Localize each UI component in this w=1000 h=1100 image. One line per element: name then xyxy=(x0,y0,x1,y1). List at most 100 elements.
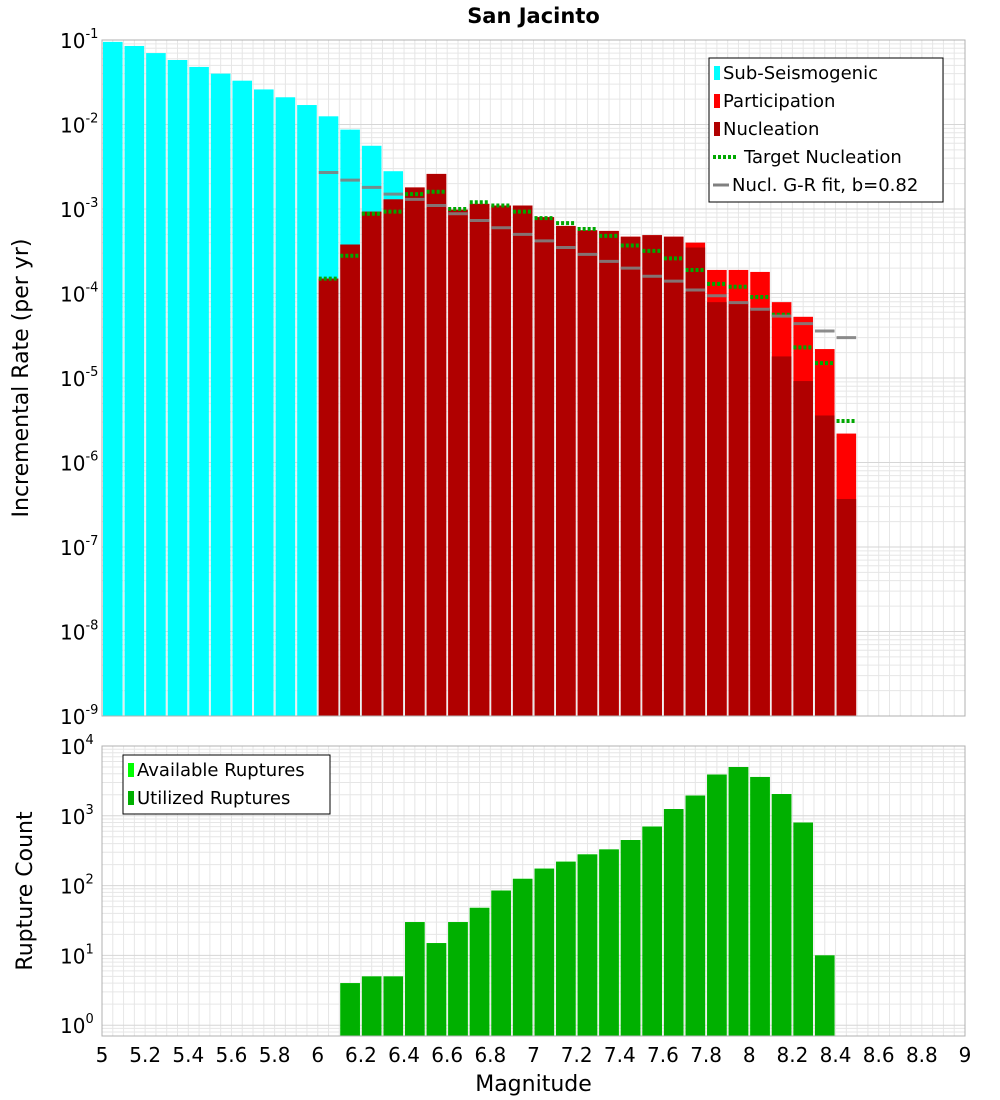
bar xyxy=(189,66,209,716)
bar xyxy=(620,236,641,716)
plot-frame-0 xyxy=(101,39,966,717)
bar xyxy=(642,235,662,716)
bar xyxy=(771,794,792,1036)
y-axis-title: Incremental Rate (per yr) xyxy=(9,239,34,518)
series-target-nucleation xyxy=(318,189,857,423)
bar xyxy=(405,187,425,717)
legend-box xyxy=(708,57,944,203)
bar xyxy=(383,976,404,1036)
bar xyxy=(232,80,253,717)
bar xyxy=(620,840,641,1036)
y-tick-label: 101 xyxy=(60,942,94,968)
bar xyxy=(254,89,274,716)
bar xyxy=(685,247,706,716)
series-nucl-g-r-fit-b-0-82 xyxy=(318,171,857,340)
bar xyxy=(426,943,447,1036)
y-tick-label: 10-7 xyxy=(60,534,98,560)
bar xyxy=(577,230,598,716)
bar xyxy=(383,199,404,717)
bar xyxy=(771,356,792,716)
bar xyxy=(512,878,533,1036)
legend-label: Nucl. G-R fit, b=0.82 xyxy=(732,175,918,196)
bar xyxy=(361,976,382,1036)
bar xyxy=(124,45,145,716)
bar xyxy=(814,955,835,1036)
legend-0 xyxy=(708,57,944,203)
legend-box xyxy=(122,754,331,815)
x-tick-label: 8.8 xyxy=(906,1043,938,1067)
x-tick-label: 7.6 xyxy=(647,1043,679,1067)
bar xyxy=(512,205,533,716)
series-nucleation xyxy=(318,173,857,717)
x-tick-label: 9 xyxy=(959,1043,972,1067)
bar xyxy=(167,59,188,716)
x-tick-label: 5.2 xyxy=(129,1043,161,1067)
bar xyxy=(577,854,598,1036)
x-tick-label: 5.4 xyxy=(172,1043,204,1067)
bar xyxy=(469,203,490,716)
bar xyxy=(663,809,684,1036)
bar xyxy=(340,244,360,716)
x-tick-label: 7 xyxy=(527,1043,540,1067)
y-tick-label: 100 xyxy=(60,1012,94,1038)
x-tick-label: 7.8 xyxy=(690,1043,722,1067)
legend-label: Nucleation xyxy=(723,119,819,140)
legend-swatch xyxy=(714,66,720,80)
plot-frame-1 xyxy=(101,745,966,1037)
bar xyxy=(728,767,749,1036)
bar xyxy=(491,890,511,1036)
x-tick-label: 5.6 xyxy=(216,1043,248,1067)
legend-label: Utilized Ruptures xyxy=(137,788,290,809)
y-tick-label: 103 xyxy=(60,803,94,829)
y-tick-label: 10-8 xyxy=(60,619,98,645)
x-tick-label: 6 xyxy=(311,1043,324,1067)
y-tick-label: 10-9 xyxy=(60,703,98,729)
y-tick-label: 102 xyxy=(60,873,94,899)
bar xyxy=(642,826,662,1036)
bar xyxy=(318,278,339,716)
bar xyxy=(448,209,468,716)
y-axis-title: Rupture Count xyxy=(13,811,38,971)
bar xyxy=(685,795,706,1036)
x-tick-label: 8 xyxy=(743,1043,756,1067)
x-tick-label: 5.8 xyxy=(259,1043,291,1067)
legend-swatch xyxy=(128,763,134,777)
bar xyxy=(707,302,727,716)
bar xyxy=(534,217,555,716)
legend-swatch xyxy=(128,791,134,805)
bar xyxy=(728,302,749,716)
y-tick-label: 10-6 xyxy=(60,450,98,476)
bar xyxy=(599,230,619,717)
x-tick-label: 8.4 xyxy=(820,1043,852,1067)
bar xyxy=(556,225,576,716)
legend-1 xyxy=(122,754,331,815)
x-tick-label: 6.2 xyxy=(345,1043,377,1067)
x-tick-label: 5 xyxy=(96,1043,109,1067)
y-tick-label: 104 xyxy=(60,733,94,759)
y-tick-label: 10-1 xyxy=(60,27,98,53)
y-tick-label: 10-4 xyxy=(60,281,98,307)
bar xyxy=(707,774,727,1036)
y-tick-label: 10-3 xyxy=(60,196,98,222)
bar xyxy=(469,907,490,1036)
bar xyxy=(534,868,555,1036)
bar xyxy=(814,415,835,716)
bar xyxy=(793,822,813,1036)
chart-title: San Jacinto xyxy=(467,4,600,28)
legend-label: Target Nucleation xyxy=(743,147,902,168)
legend-label: Participation xyxy=(723,91,835,112)
bar xyxy=(491,205,511,716)
legend-label: Sub-Seismogenic xyxy=(723,63,878,84)
x-tick-label: 6.6 xyxy=(431,1043,463,1067)
x-tick-label: 6.8 xyxy=(474,1043,506,1067)
bar xyxy=(750,776,770,1036)
bar xyxy=(103,41,123,717)
bar xyxy=(297,105,317,716)
legend-swatch xyxy=(714,94,720,108)
bar xyxy=(426,173,447,716)
bar xyxy=(793,381,813,716)
x-tick-label: 8.6 xyxy=(863,1043,895,1067)
bar xyxy=(556,861,576,1036)
